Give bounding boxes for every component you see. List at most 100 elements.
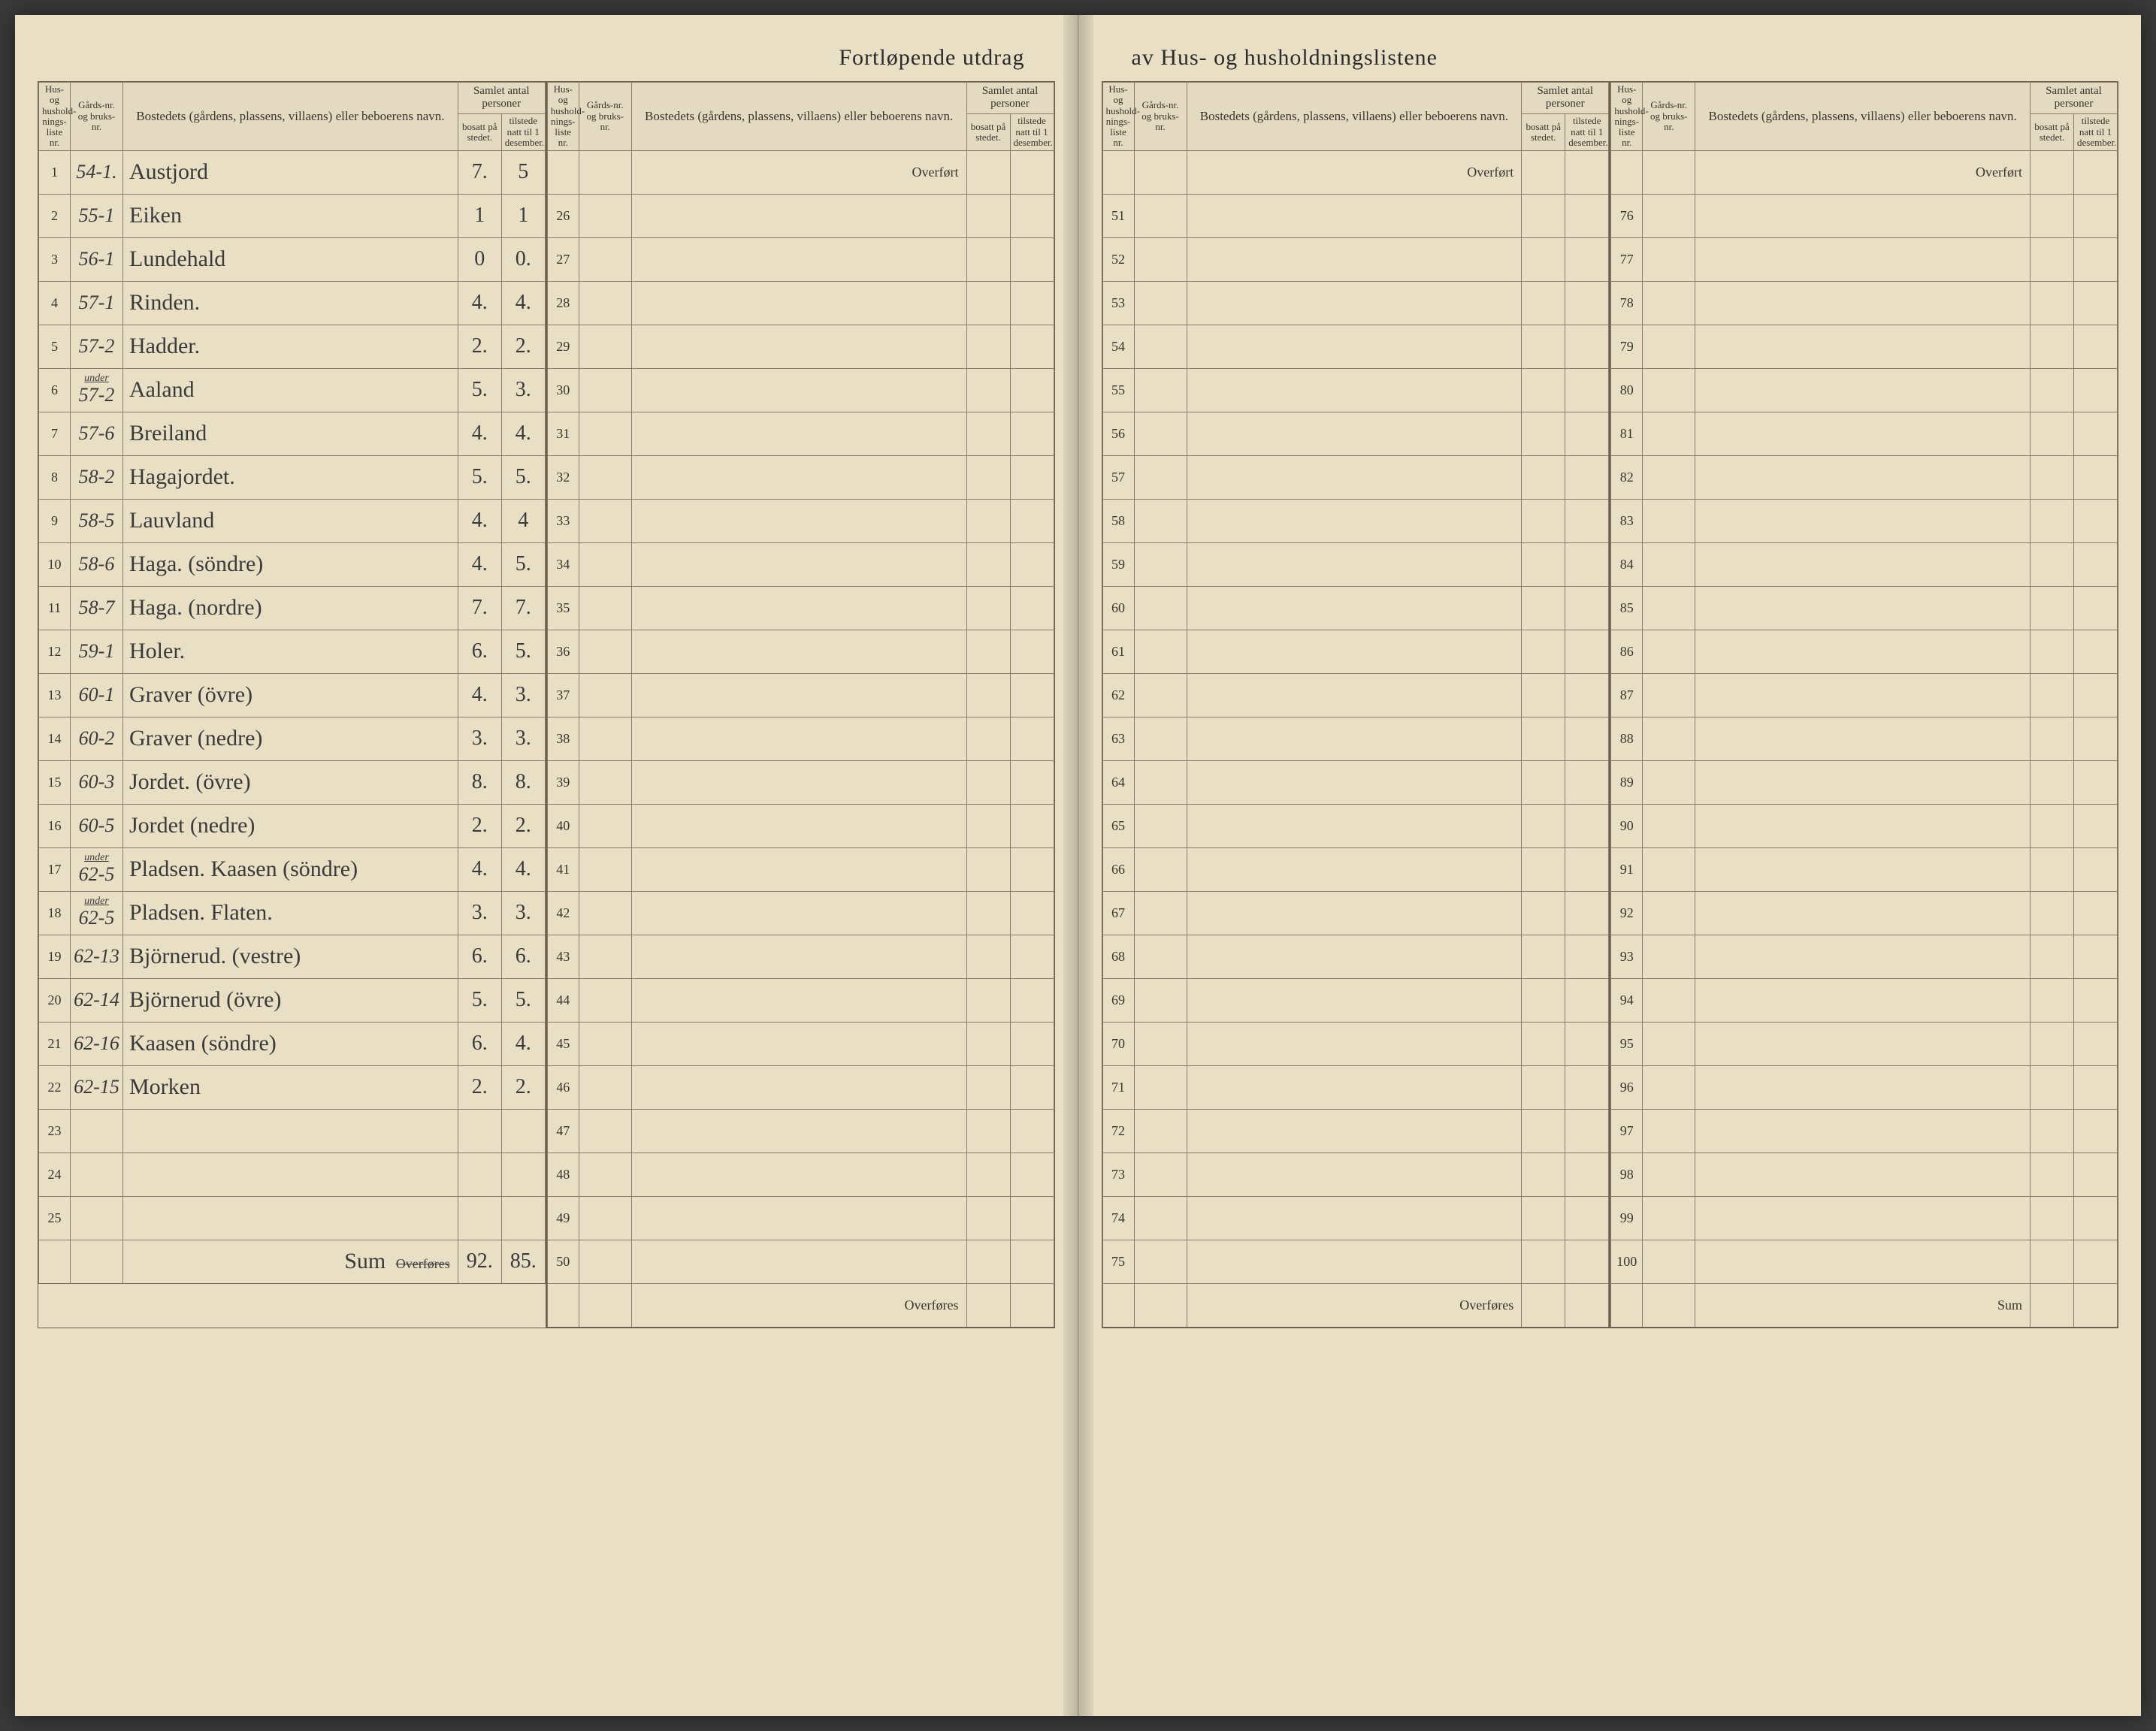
table-row: 56	[1102, 412, 1609, 455]
bosatt-value	[1522, 412, 1565, 455]
bosted-navn	[1187, 499, 1522, 542]
table-row: 57	[1102, 455, 1609, 499]
col-tilstede: tilstede natt til 1 desember.	[501, 113, 545, 150]
tilstede-value	[1565, 281, 1609, 325]
sum-tilstede	[2074, 1283, 2118, 1327]
bosted-navn	[1187, 1022, 1522, 1065]
gard-nr	[579, 804, 631, 847]
tilstede-value	[1010, 673, 1054, 717]
bosatt-value	[1522, 630, 1565, 673]
cell	[547, 1283, 579, 1327]
bosted-navn: Haga. (söndre)	[123, 542, 458, 586]
gard-nr	[1643, 1022, 1695, 1065]
bosted-navn	[123, 1152, 458, 1196]
row-number: 76	[1611, 194, 1643, 237]
overfores-row: Overføres	[1102, 1283, 1609, 1327]
bosatt-value	[966, 1152, 1010, 1196]
tilstede-value	[1010, 368, 1054, 412]
bosatt-value	[2031, 630, 2074, 673]
gard-nr	[1643, 368, 1695, 412]
gard-nr	[579, 717, 631, 760]
table-row: 81	[1611, 412, 2118, 455]
row-number: 68	[1102, 935, 1134, 978]
row-number: 49	[547, 1196, 579, 1240]
bosted-navn	[1187, 368, 1522, 412]
bosted-navn	[1695, 542, 2031, 586]
table-row: 96	[1611, 1065, 2118, 1109]
bosted-navn	[631, 891, 966, 935]
bosatt-value: 1	[458, 194, 501, 237]
bosatt-value: 4.	[458, 499, 501, 542]
page-right: av Hus- og husholdningslistene Hus- og h…	[1078, 15, 2142, 1716]
gard-nr	[1643, 325, 1695, 368]
bosted-navn: Björnerud (övre)	[123, 978, 458, 1022]
gard-nr	[1134, 237, 1187, 281]
bosted-navn	[1187, 412, 1522, 455]
table-row: 17under62-5Pladsen. Kaasen (söndre)4.4.	[39, 847, 546, 891]
bosted-navn	[631, 499, 966, 542]
table-row: 90	[1611, 804, 2118, 847]
table-row: 83	[1611, 499, 2118, 542]
bosted-navn	[1695, 237, 2031, 281]
table-row: 64	[1102, 760, 1609, 804]
gard-nr	[1643, 935, 1695, 978]
table-row: 44	[547, 978, 1054, 1022]
table-row: 26	[547, 194, 1054, 237]
tilstede-value: 2.	[501, 1065, 545, 1109]
bosatt-value: 7.	[458, 150, 501, 194]
bosted-navn	[1187, 1152, 1522, 1196]
gard-nr	[1134, 673, 1187, 717]
sum-bosatt	[2031, 1283, 2074, 1327]
row-number: 43	[547, 935, 579, 978]
sum-row: Sum Overføres92.85.	[39, 1240, 546, 1283]
tilstede-value	[2074, 760, 2118, 804]
tilstede-value	[1010, 760, 1054, 804]
bosatt-value	[1522, 455, 1565, 499]
tilstede-value	[1010, 804, 1054, 847]
row-number: 21	[39, 1022, 71, 1065]
tilstede-value	[1010, 1109, 1054, 1152]
table-row: 74	[1102, 1196, 1609, 1240]
row-number: 65	[1102, 804, 1134, 847]
bosatt-value	[1522, 194, 1565, 237]
tilstede-value	[1565, 412, 1609, 455]
tilstede-value	[1565, 1065, 1609, 1109]
row-number: 17	[39, 847, 71, 891]
tilstede-value	[1010, 717, 1054, 760]
bosted-navn	[1695, 891, 2031, 935]
bosatt-value	[2031, 412, 2074, 455]
table-row: 958-5Lauvland4.4	[39, 499, 546, 542]
row-number: 67	[1102, 891, 1134, 935]
row-number: 63	[1102, 717, 1134, 760]
sum-label: Sum	[1695, 1283, 2031, 1327]
bosatt-value	[1522, 325, 1565, 368]
table-row: 356-1Lundehald00.	[39, 237, 546, 281]
gard-nr: 58-5	[71, 499, 123, 542]
tilstede-value	[1010, 1196, 1054, 1240]
gard-nr	[1643, 412, 1695, 455]
table-row: 27	[547, 237, 1054, 281]
gard-nr	[1643, 1065, 1695, 1109]
table-row: 29	[547, 325, 1054, 368]
tilstede-value: 3.	[501, 368, 545, 412]
title-left: Fortløpende utdrag	[38, 45, 1055, 71]
row-number: 74	[1102, 1196, 1134, 1240]
row-number: 58	[1102, 499, 1134, 542]
bosatt-value	[1522, 542, 1565, 586]
bosatt-value	[2031, 1109, 2074, 1152]
table-body: Overført51525354555657585960616263646566…	[1102, 150, 1609, 1327]
gard-nr: 60-2	[71, 717, 123, 760]
table-row: 1962-13Björnerud. (vestre)6.6.	[39, 935, 546, 978]
table-body: Overført26272829303132333435363738394041…	[547, 150, 1054, 1327]
cell	[1102, 1283, 1134, 1327]
row-number: 52	[1102, 237, 1134, 281]
bosted-navn	[631, 978, 966, 1022]
row-number: 97	[1611, 1109, 1643, 1152]
cell	[1643, 1283, 1695, 1327]
bosted-navn	[1187, 804, 1522, 847]
gard-nr: 54-1.	[71, 150, 123, 194]
overfort-row: Overført	[1102, 150, 1609, 194]
row-number: 33	[547, 499, 579, 542]
table-row: 34	[547, 542, 1054, 586]
bosted-navn	[631, 1240, 966, 1283]
